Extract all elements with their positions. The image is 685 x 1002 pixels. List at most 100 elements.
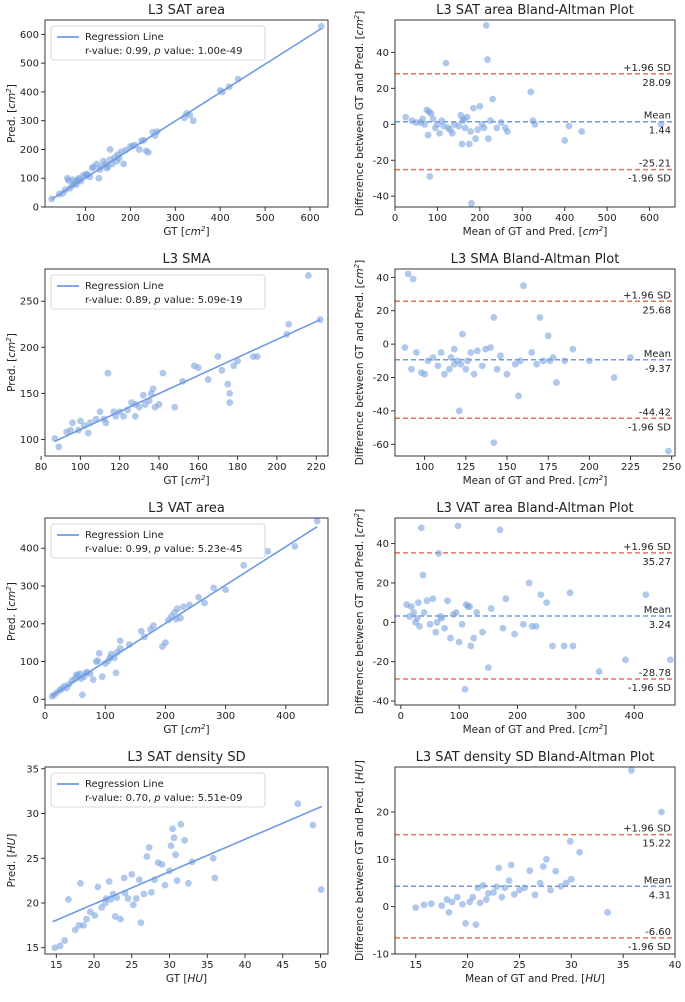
y-axis-label: Difference between GT and Pred. [cm2] <box>353 11 366 217</box>
x-tick-label: 50 <box>314 960 327 971</box>
x-tick-label: 200 <box>156 711 175 722</box>
data-point <box>421 120 429 128</box>
data-point <box>470 370 478 378</box>
legend: Regression Line r-value: 0.89, p value: 5… <box>50 274 266 310</box>
x-tick-label: 100 <box>71 462 90 473</box>
data-point <box>174 605 181 613</box>
data-point <box>474 884 482 892</box>
data-point <box>469 893 477 901</box>
data-point <box>402 113 410 121</box>
data-point <box>467 349 475 356</box>
chart-title: L3 SAT density SD <box>127 750 245 765</box>
data-point <box>184 879 192 887</box>
data-point <box>507 861 515 869</box>
data-point <box>479 628 486 636</box>
x-tick-label: 15 <box>409 960 422 971</box>
data-point <box>445 908 453 916</box>
upper-sd-label: +1.96 SD <box>623 63 671 74</box>
data-point <box>447 354 455 361</box>
data-point <box>472 921 480 929</box>
data-point <box>404 270 412 278</box>
mean-label: Mean <box>644 605 671 616</box>
data-point <box>455 407 463 415</box>
data-point <box>149 385 157 393</box>
chart-panel-8: L3 SAT density SD Bland-Altman Plot 15 20 2… <box>354 750 681 985</box>
data-point <box>502 595 510 603</box>
chart-panel-5: L3 VAT area 0 100 200 300 400 0 100 200 300 400 GT … <box>5 501 329 736</box>
lower-sd-label: -1.96 SD <box>628 683 671 694</box>
data-point <box>531 120 539 128</box>
data-point <box>437 349 445 356</box>
data-point <box>417 524 425 532</box>
data-point <box>458 620 466 628</box>
data-point <box>665 447 672 455</box>
y-tick-label: -60 <box>373 440 389 451</box>
plot-area <box>395 270 675 455</box>
data-point <box>604 908 611 916</box>
upper-value-label: 28.09 <box>642 78 671 89</box>
data-point <box>567 875 575 883</box>
data-point <box>105 878 113 885</box>
data-point <box>561 357 569 365</box>
data-point <box>69 419 76 427</box>
x-axis-label: Mean of GT and Pred. [HU] <box>465 973 605 985</box>
mean-label: Mean <box>644 111 671 122</box>
data-point <box>539 863 547 870</box>
data-point <box>544 332 552 340</box>
data-point <box>516 886 523 894</box>
data-point <box>96 408 104 416</box>
data-point <box>116 644 124 652</box>
data-point <box>177 614 184 622</box>
y-tick-label: -40 <box>373 406 389 417</box>
data-point <box>473 609 481 616</box>
data-point <box>407 603 415 610</box>
data-point <box>658 808 665 816</box>
data-point <box>89 676 97 684</box>
x-tick-label: 180 <box>228 462 247 473</box>
data-point <box>162 639 169 647</box>
data-point <box>489 95 496 103</box>
data-point <box>484 664 492 671</box>
lower-value-label: -25.21 <box>639 159 671 170</box>
data-point <box>436 129 443 137</box>
y-tick-label: 0 <box>33 695 39 706</box>
regression-line <box>51 526 318 697</box>
legend-line-label: Regression Line <box>85 530 164 541</box>
data-point <box>98 904 105 911</box>
data-point <box>137 919 145 927</box>
data-point <box>169 825 176 833</box>
data-point <box>536 314 544 321</box>
data-point <box>520 282 527 290</box>
data-point <box>493 124 501 132</box>
plot-area <box>395 522 675 693</box>
data-point <box>487 117 494 125</box>
data-point <box>452 609 460 616</box>
lower-value-label: -28.78 <box>639 668 671 679</box>
legend-stats: r-value: 0.99, p value: 1.00e-49 <box>85 46 242 57</box>
data-point <box>285 320 293 328</box>
chart-title: L3 SMA <box>162 252 210 267</box>
upper-sd-label: +1.96 SD <box>623 824 671 835</box>
data-point <box>84 429 92 437</box>
data-point <box>419 115 426 123</box>
legend-stats: r-value: 0.70, p value: 5.51e-09 <box>85 793 242 804</box>
data-point <box>467 642 475 650</box>
data-point <box>413 614 421 622</box>
legend-stats: r-value: 0.89, p value: 5.09e-19 <box>85 295 242 306</box>
data-point <box>438 614 446 622</box>
data-point <box>467 200 475 207</box>
data-point <box>159 369 167 377</box>
y-tick-label: -20 <box>373 657 389 668</box>
data-point <box>464 357 471 365</box>
x-tick-label: 125 <box>456 462 475 473</box>
x-tick-label: 0 <box>392 213 398 224</box>
data-point <box>482 21 490 29</box>
data-point <box>525 579 533 587</box>
y-tick-label: -40 <box>373 192 389 203</box>
data-point <box>627 354 634 361</box>
x-tick-label: 80 <box>35 462 48 473</box>
legend: Regression Line r-value: 0.99, p value: 5… <box>50 523 266 559</box>
x-axis-label: Mean of GT and Pred. [cm2] <box>463 723 608 736</box>
data-point <box>441 624 448 632</box>
